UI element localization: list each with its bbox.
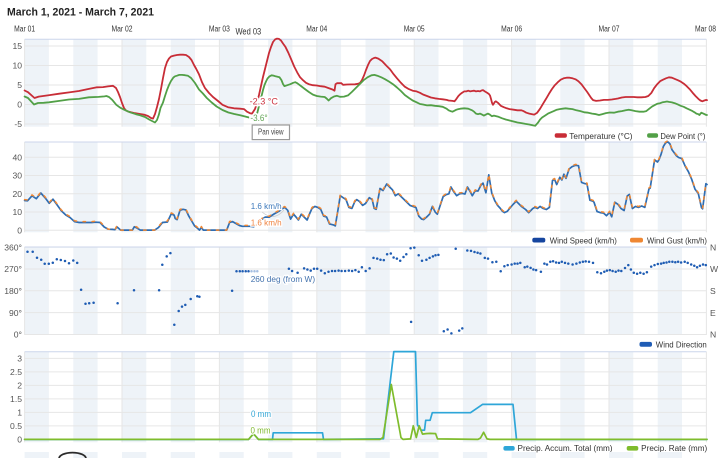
svg-text:N: N [710, 330, 716, 340]
svg-text:0 mm: 0 mm [251, 426, 271, 436]
svg-text:40: 40 [12, 153, 22, 163]
svg-text:Mar 04: Mar 04 [306, 24, 327, 33]
svg-text:Mar 06: Mar 06 [501, 24, 522, 33]
svg-text:Pan view: Pan view [258, 128, 284, 137]
svg-text:180°: 180° [4, 286, 22, 296]
svg-text:0: 0 [17, 100, 22, 110]
svg-text:10: 10 [12, 61, 22, 71]
svg-text:20: 20 [12, 189, 22, 199]
svg-text:1: 1 [17, 408, 22, 418]
svg-text:Mar 02: Mar 02 [112, 24, 133, 33]
svg-text:0: 0 [17, 225, 22, 235]
svg-text:270°: 270° [4, 264, 22, 274]
svg-text:360°: 360° [4, 242, 22, 252]
svg-text:260 deg (from W): 260 deg (from W) [251, 274, 316, 284]
svg-text:-5: -5 [14, 119, 22, 129]
svg-text:90°: 90° [9, 308, 22, 318]
svg-text:30: 30 [12, 171, 22, 181]
svg-text:2.5: 2.5 [10, 367, 22, 377]
svg-text:Mar 07: Mar 07 [599, 24, 620, 33]
svg-text:5: 5 [17, 80, 22, 90]
svg-text:N: N [710, 242, 716, 252]
svg-text:Precip. Accum. Total (mm): Precip. Accum. Total (mm) [518, 444, 613, 453]
svg-text:Dew Point (°): Dew Point (°) [660, 132, 705, 141]
svg-text:0.5: 0.5 [10, 421, 22, 431]
svg-text:Wind Speed (km/h): Wind Speed (km/h) [550, 236, 617, 245]
svg-text:-3.6°: -3.6° [250, 113, 268, 123]
svg-text:0: 0 [17, 435, 22, 445]
svg-text:1.6 km/h: 1.6 km/h [251, 201, 282, 211]
svg-text:1.6 km/h: 1.6 km/h [251, 218, 282, 228]
svg-text:-2.3 °C: -2.3 °C [250, 96, 279, 106]
svg-text:March 1, 2021 - March 7, 2021: March 1, 2021 - March 7, 2021 [7, 7, 154, 19]
svg-text:0°: 0° [14, 330, 22, 340]
svg-text:0 mm: 0 mm [251, 409, 271, 419]
svg-text:Wed 03: Wed 03 [236, 27, 262, 37]
svg-text:E: E [710, 308, 716, 318]
svg-text:Mar 05: Mar 05 [404, 24, 425, 33]
svg-text:Wind Gust (km/h): Wind Gust (km/h) [647, 236, 707, 245]
svg-text:S: S [710, 286, 716, 296]
svg-text:3: 3 [17, 354, 22, 364]
svg-text:W: W [710, 264, 719, 274]
svg-text:Precip. Rate (mm): Precip. Rate (mm) [641, 444, 707, 453]
svg-text:Wind Direction: Wind Direction [656, 341, 707, 350]
svg-text:1.5: 1.5 [10, 394, 22, 404]
svg-text:Mar 08: Mar 08 [695, 24, 716, 33]
svg-text:Temperature (°C): Temperature (°C) [569, 132, 633, 141]
svg-text:2: 2 [17, 381, 22, 391]
svg-text:15: 15 [12, 41, 22, 51]
svg-text:10: 10 [12, 207, 22, 217]
svg-text:Mar 03: Mar 03 [209, 24, 230, 33]
svg-text:Mar 01: Mar 01 [14, 24, 35, 33]
